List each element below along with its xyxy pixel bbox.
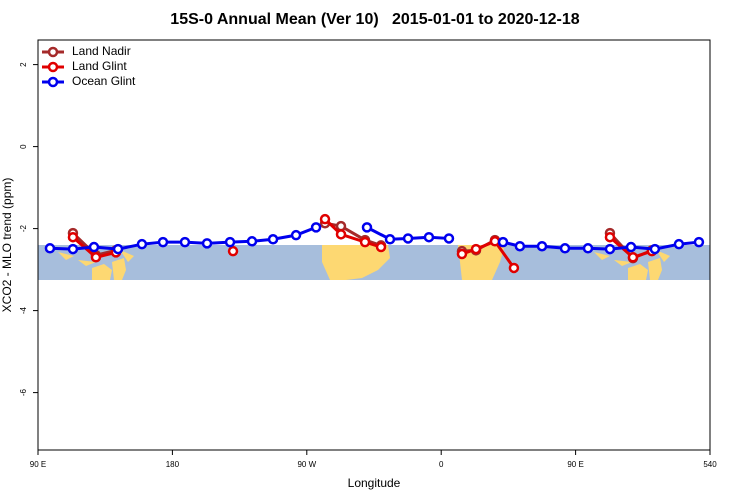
point [456, 248, 468, 260]
point [201, 238, 213, 249]
point [290, 229, 302, 241]
point [559, 243, 571, 254]
land-australia [92, 264, 112, 280]
point [649, 243, 661, 255]
point [604, 243, 616, 255]
point [157, 236, 169, 248]
y-tick-label: -4 [19, 306, 28, 314]
x-tick-label: 0 [439, 460, 444, 469]
series-line [323, 218, 382, 249]
point [267, 234, 279, 245]
point [673, 238, 685, 250]
series-line [461, 239, 516, 269]
legend-label: Land Glint [72, 59, 127, 73]
point [470, 243, 482, 255]
chart-title: 15S-0 Annual Mean (Ver 10) 2015-01-01 to… [170, 11, 579, 28]
legend-marker [47, 61, 59, 73]
legend-label: Ocean Glint [72, 74, 136, 88]
point [246, 236, 258, 247]
land-australia [648, 258, 662, 280]
point [67, 243, 79, 255]
x-tick-label: 180 [166, 460, 180, 469]
point [693, 236, 705, 248]
point [536, 240, 548, 252]
land-africa [322, 245, 390, 280]
series-line [502, 240, 700, 251]
point [67, 231, 79, 243]
y-tick-label: -6 [19, 388, 28, 396]
point [179, 236, 191, 248]
point [361, 222, 373, 233]
point [514, 240, 526, 252]
point [627, 252, 639, 263]
land-america [458, 245, 505, 280]
y-tick-label: -2 [19, 224, 28, 232]
point [625, 241, 637, 253]
point [136, 238, 148, 250]
point [88, 241, 100, 253]
point [319, 213, 331, 225]
land-australia [628, 264, 648, 280]
legend-label: Land Nadir [72, 44, 131, 58]
point [335, 229, 347, 240]
x-tick-label: 90 W [297, 460, 316, 469]
x-tick-label: 90 E [567, 460, 583, 469]
point [335, 220, 347, 232]
point [375, 241, 387, 253]
point [90, 252, 102, 263]
legend-marker [47, 46, 59, 58]
y-tick-label: 0 [19, 144, 28, 149]
x-axis-title: Longitude [348, 476, 401, 490]
land-australia [112, 258, 126, 280]
x-tick-label: 90 E [30, 460, 46, 469]
point [359, 236, 371, 248]
plot-frame [37, 39, 711, 451]
legend-marker [47, 76, 59, 88]
series [44, 222, 705, 255]
point [443, 233, 455, 244]
map-strip [38, 245, 710, 280]
point [508, 262, 520, 274]
point [582, 243, 594, 254]
point [227, 245, 239, 257]
x-tick-label: 540 [703, 460, 717, 469]
point [497, 236, 509, 248]
point [604, 231, 616, 243]
y-axis-title: XCO2 - MLO trend (ppm) [0, 178, 14, 313]
point [310, 222, 322, 233]
point [384, 234, 396, 245]
y-tick-label: 2 [19, 62, 28, 67]
point [224, 236, 236, 248]
point [423, 231, 435, 243]
point [112, 243, 124, 255]
series [67, 213, 658, 274]
point [402, 233, 414, 244]
point [44, 243, 56, 254]
point [489, 236, 501, 247]
